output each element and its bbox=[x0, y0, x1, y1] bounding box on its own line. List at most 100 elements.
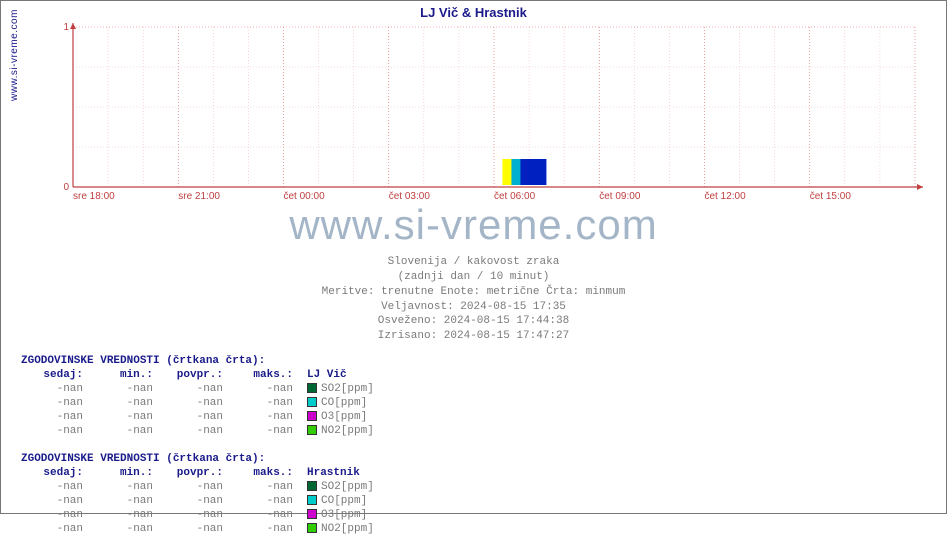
value-cell: -nan bbox=[91, 481, 161, 495]
svg-text:čet 03:00: čet 03:00 bbox=[389, 191, 431, 202]
series-cell: NO2[ppm] bbox=[301, 425, 421, 439]
value-cell: -nan bbox=[21, 383, 91, 397]
chart-area: 0 1 sre 18:00 sre 21:00 čet 00:00 čet 03:00 če… bbox=[57, 23, 927, 213]
value-cell: -nan bbox=[231, 425, 301, 439]
value-cell: -nan bbox=[21, 397, 91, 411]
series-swatch bbox=[307, 411, 317, 421]
svg-text:čet 06:00: čet 06:00 bbox=[494, 191, 536, 202]
svg-text:1: 1 bbox=[63, 23, 69, 33]
col-header: povpr.: bbox=[161, 369, 231, 383]
col-header: sedaj: bbox=[21, 369, 91, 383]
value-cell: -nan bbox=[161, 481, 231, 495]
series-swatch bbox=[307, 397, 317, 407]
value-cell: -nan bbox=[161, 383, 231, 397]
history-block-title: ZGODOVINSKE VREDNOSTI (črtkana črta): bbox=[21, 355, 421, 367]
chart-meta: Slovenija / kakovost zraka (zadnji dan /… bbox=[1, 255, 946, 344]
value-cell: -nan bbox=[161, 397, 231, 411]
series-swatch bbox=[307, 523, 317, 533]
series-swatch bbox=[307, 425, 317, 435]
col-header: maks.: bbox=[231, 369, 301, 383]
value-cell: -nan bbox=[21, 425, 91, 439]
value-cell: -nan bbox=[21, 495, 91, 509]
table-row: -nan-nan-nan-nanCO[ppm] bbox=[21, 495, 421, 509]
series-label: NO2[ppm] bbox=[321, 523, 374, 535]
table-row: -nan-nan-nan-nanSO2[ppm] bbox=[21, 383, 421, 397]
meta-line4: Osveženo: 2024-08-15 17:44:38 bbox=[1, 314, 946, 329]
svg-text:sre 21:00: sre 21:00 bbox=[178, 191, 220, 202]
svg-text:sre 18:00: sre 18:00 bbox=[73, 191, 115, 202]
col-header: min.: bbox=[91, 467, 161, 481]
site-label: www.si-vreme.com bbox=[9, 9, 20, 101]
series-cell: NO2[ppm] bbox=[301, 523, 421, 537]
table-row: -nan-nan-nan-nanCO[ppm] bbox=[21, 397, 421, 411]
table-row: -nan-nan-nan-nanNO2[ppm] bbox=[21, 425, 421, 439]
chart-svg: 0 1 sre 18:00 sre 21:00 čet 00:00 čet 03:00 če… bbox=[57, 23, 927, 211]
series-swatch bbox=[307, 495, 317, 505]
col-header: min.: bbox=[91, 369, 161, 383]
location-header: LJ Vič bbox=[301, 369, 421, 383]
svg-text:čet 12:00: čet 12:00 bbox=[705, 191, 747, 202]
value-cell: -nan bbox=[91, 509, 161, 523]
value-cell: -nan bbox=[231, 411, 301, 425]
series-label: SO2[ppm] bbox=[321, 481, 374, 493]
history-block-title: ZGODOVINSKE VREDNOSTI (črtkana črta): bbox=[21, 453, 421, 465]
value-cell: -nan bbox=[91, 411, 161, 425]
history-block: ZGODOVINSKE VREDNOSTI (črtkana črta): sed… bbox=[21, 453, 421, 537]
col-header: povpr.: bbox=[161, 467, 231, 481]
series-label: CO[ppm] bbox=[321, 495, 367, 507]
svg-text:0: 0 bbox=[63, 182, 69, 193]
table-row: -nan-nan-nan-nanO3[ppm] bbox=[21, 509, 421, 523]
series-swatch bbox=[307, 383, 317, 393]
chart-title: LJ Vič & Hrastnik bbox=[1, 1, 946, 20]
table-row: -nan-nan-nan-nanSO2[ppm] bbox=[21, 481, 421, 495]
value-cell: -nan bbox=[21, 523, 91, 537]
history-table: sedaj:min.:povpr.:maks.:LJ Vič-nan-nan-n… bbox=[21, 369, 421, 439]
value-cell: -nan bbox=[231, 383, 301, 397]
value-cell: -nan bbox=[161, 425, 231, 439]
meta-line1a: Slovenija / kakovost zraka bbox=[1, 255, 946, 270]
table-row: -nan-nan-nan-nanO3[ppm] bbox=[21, 411, 421, 425]
meta-line2: Meritve: trenutne Enote: metrične Črta: … bbox=[1, 285, 946, 300]
col-header: sedaj: bbox=[21, 467, 91, 481]
series-cell: SO2[ppm] bbox=[301, 481, 421, 495]
value-cell: -nan bbox=[231, 397, 301, 411]
series-label: O3[ppm] bbox=[321, 411, 367, 423]
svg-text:čet 15:00: čet 15:00 bbox=[810, 191, 852, 202]
value-cell: -nan bbox=[91, 523, 161, 537]
svg-text:čet 00:00: čet 00:00 bbox=[284, 191, 326, 202]
history-table: sedaj:min.:povpr.:maks.:Hrastnik-nan-nan… bbox=[21, 467, 421, 537]
value-cell: -nan bbox=[21, 481, 91, 495]
value-cell: -nan bbox=[21, 509, 91, 523]
history-tables: ZGODOVINSKE VREDNOSTI (črtkana črta): sed… bbox=[21, 355, 421, 551]
meta-line1b: (zadnji dan / 10 minut) bbox=[1, 270, 946, 285]
series-label: CO[ppm] bbox=[321, 397, 367, 409]
value-cell: -nan bbox=[161, 411, 231, 425]
value-cell: -nan bbox=[231, 481, 301, 495]
value-cell: -nan bbox=[231, 495, 301, 509]
series-cell: CO[ppm] bbox=[301, 397, 421, 411]
series-cell: O3[ppm] bbox=[301, 411, 421, 425]
meta-line3: Veljavnost: 2024-08-15 17:35 bbox=[1, 300, 946, 315]
meta-line5: Izrisano: 2024-08-15 17:47:27 bbox=[1, 329, 946, 344]
value-cell: -nan bbox=[161, 495, 231, 509]
value-cell: -nan bbox=[91, 397, 161, 411]
value-cell: -nan bbox=[161, 523, 231, 537]
value-cell: -nan bbox=[161, 509, 231, 523]
table-row: -nan-nan-nan-nanNO2[ppm] bbox=[21, 523, 421, 537]
svg-text:čet 09:00: čet 09:00 bbox=[599, 191, 641, 202]
series-swatch bbox=[307, 509, 317, 519]
series-cell: SO2[ppm] bbox=[301, 383, 421, 397]
col-header: maks.: bbox=[231, 467, 301, 481]
history-block: ZGODOVINSKE VREDNOSTI (črtkana črta): sed… bbox=[21, 355, 421, 439]
series-cell: CO[ppm] bbox=[301, 495, 421, 509]
value-cell: -nan bbox=[91, 383, 161, 397]
series-label: O3[ppm] bbox=[321, 509, 367, 521]
location-header: Hrastnik bbox=[301, 467, 421, 481]
value-cell: -nan bbox=[231, 523, 301, 537]
value-cell: -nan bbox=[91, 425, 161, 439]
series-label: NO2[ppm] bbox=[321, 425, 374, 437]
value-cell: -nan bbox=[21, 411, 91, 425]
value-cell: -nan bbox=[91, 495, 161, 509]
value-cell: -nan bbox=[231, 509, 301, 523]
series-swatch bbox=[307, 481, 317, 491]
